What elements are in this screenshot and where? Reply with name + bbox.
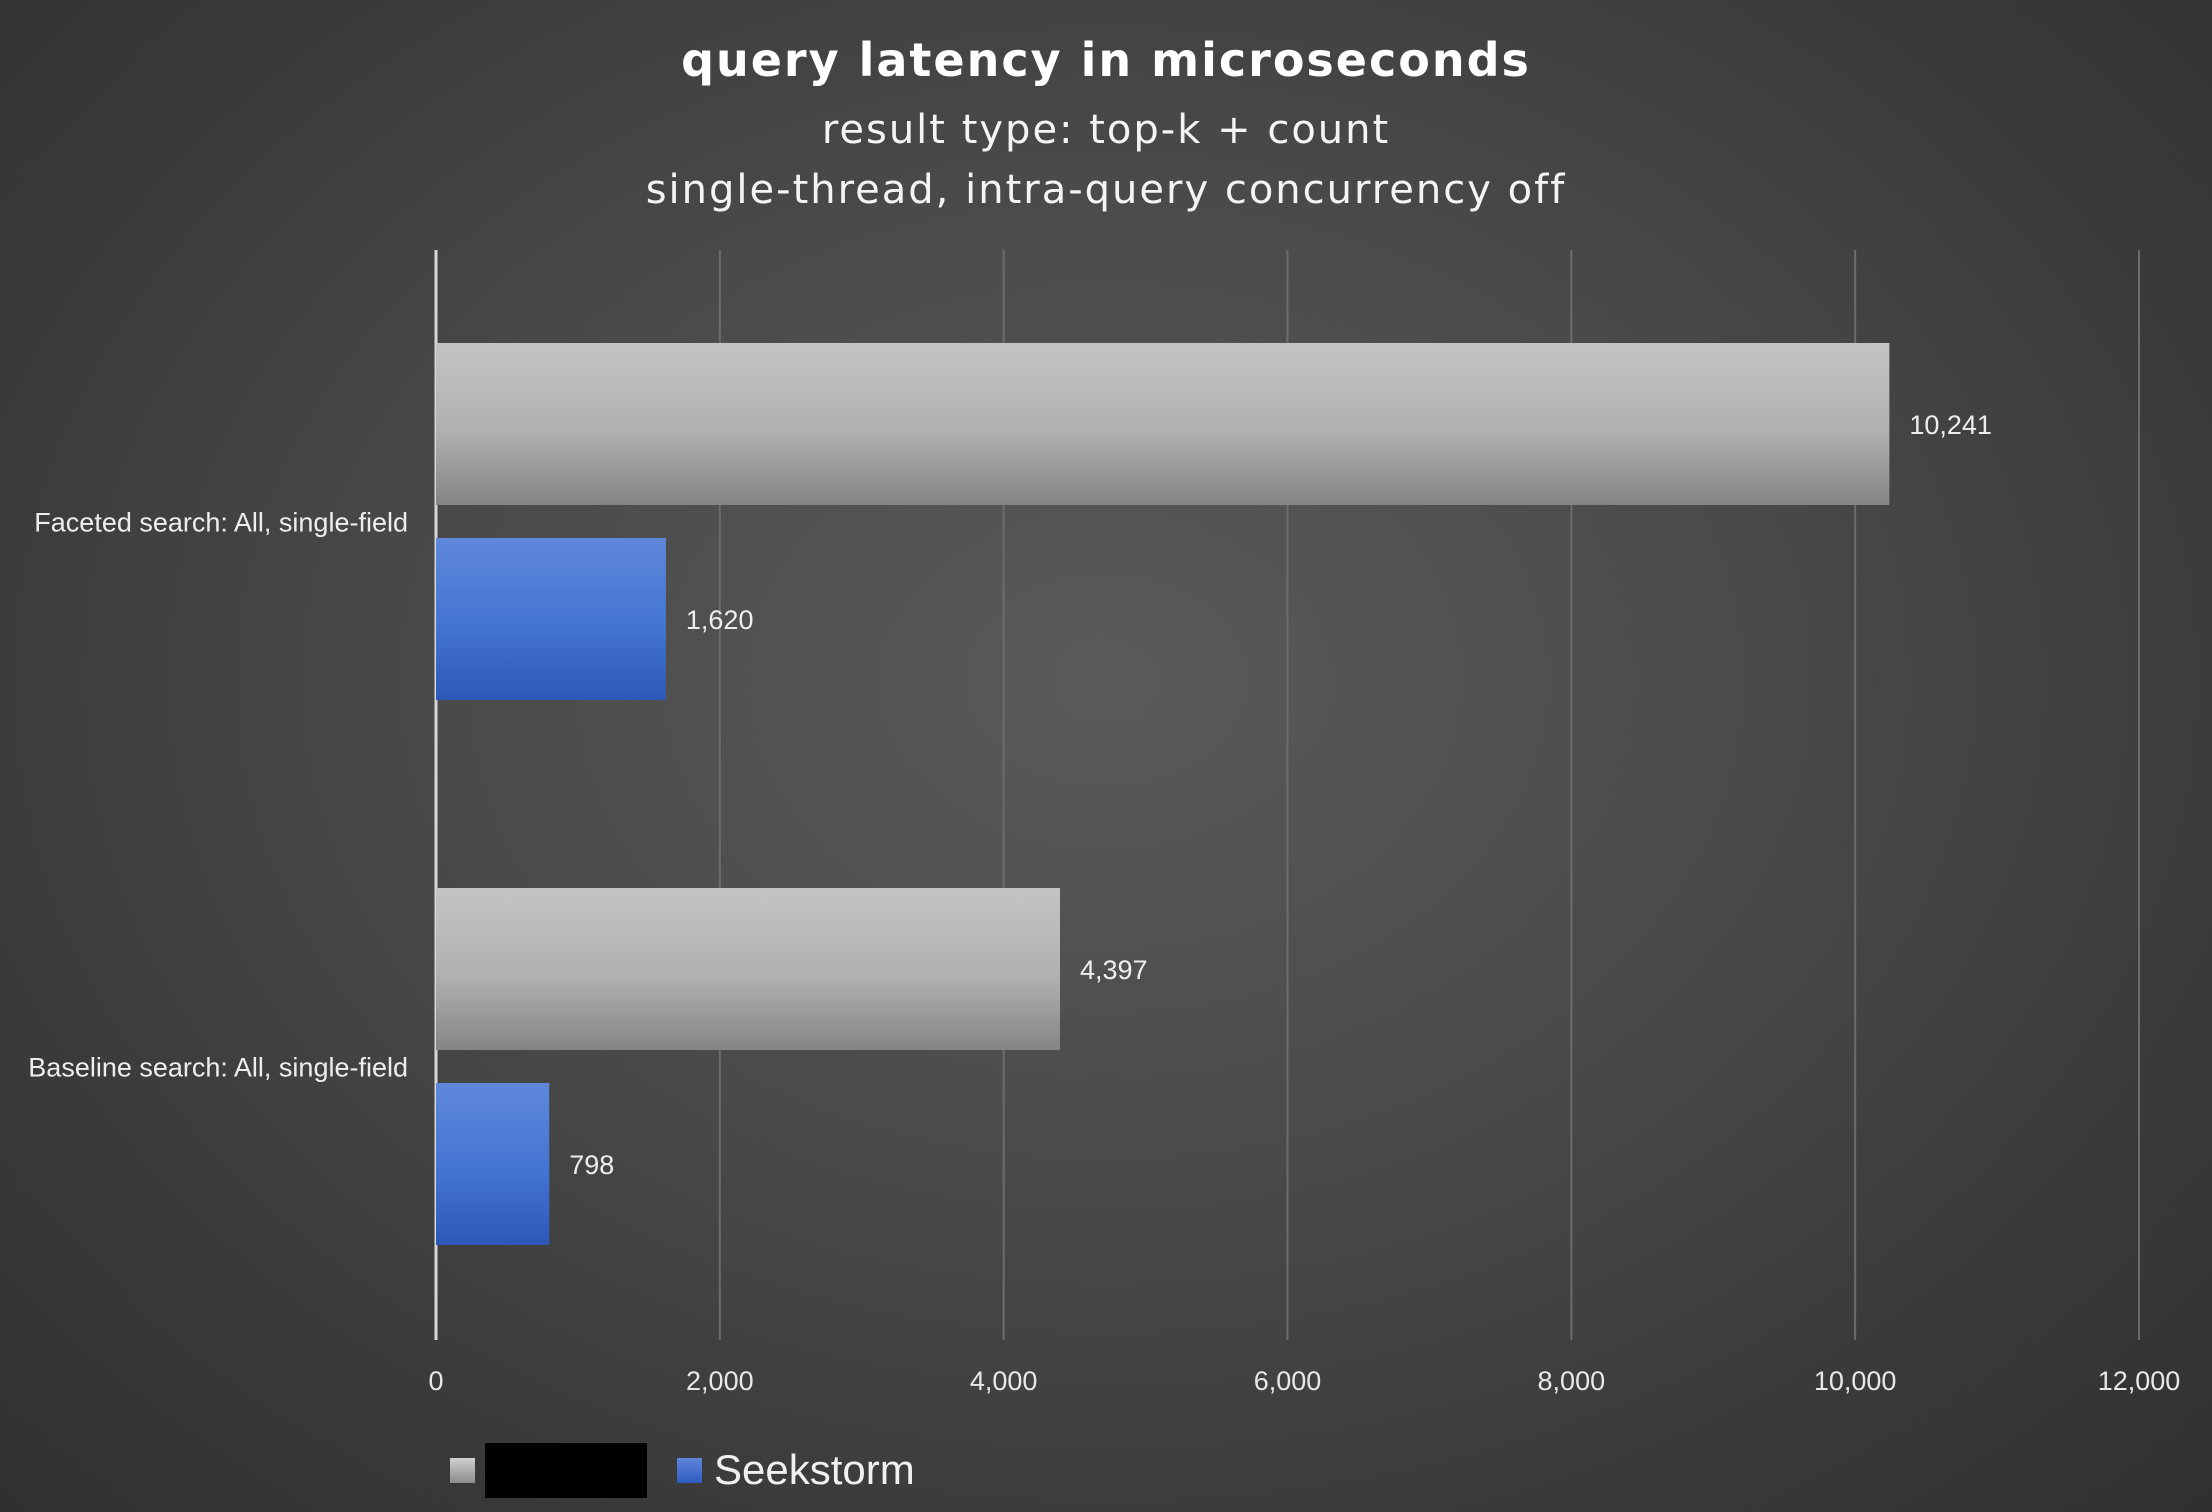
- category-label: Baseline search: All, single-field: [28, 1053, 408, 1083]
- legend-label-seekstorm: Seekstorm: [714, 1446, 915, 1493]
- legend-redacted-label: [485, 1442, 647, 1498]
- chart-title: query latency in microseconds: [681, 33, 1531, 87]
- x-tick-label: 4,000: [970, 1366, 1038, 1396]
- x-tick-label: 8,000: [1538, 1366, 1606, 1396]
- legend-swatch-blue: [677, 1457, 702, 1483]
- data-label: 10,241: [1909, 410, 1992, 440]
- bars: [436, 343, 1890, 1245]
- x-tick-label: 10,000: [1814, 1366, 1897, 1396]
- chart-subtitle-line-2: single-thread, intra-query concurrency o…: [645, 167, 1567, 213]
- chart-subtitle-line-1: result type: top-k + count: [821, 107, 1391, 153]
- category-label: Faceted search: All, single-field: [34, 508, 408, 538]
- x-tick-label: 2,000: [686, 1366, 754, 1396]
- labels: 0 2,000 4,000 6,000 8,000 10,000 12,000 10,241 1…: [28, 410, 2180, 1396]
- data-label: 798: [569, 1150, 614, 1180]
- x-tick-label: 0: [428, 1366, 443, 1396]
- x-tick-label: 12,000: [2098, 1366, 2181, 1396]
- legend-swatch-gray: [450, 1457, 475, 1483]
- seekstorm-bar: [436, 1083, 550, 1245]
- seekstorm-bar: [436, 538, 666, 700]
- data-label: 4,397: [1080, 955, 1148, 985]
- gray-bar: [436, 888, 1061, 1050]
- x-tick-label: 6,000: [1254, 1366, 1322, 1396]
- gray-bar: [436, 343, 1890, 505]
- legend: Seekstorm: [450, 1440, 915, 1500]
- data-label: 1,620: [686, 605, 754, 635]
- chart-titles: query latency in microseconds result typ…: [0, 20, 2212, 220]
